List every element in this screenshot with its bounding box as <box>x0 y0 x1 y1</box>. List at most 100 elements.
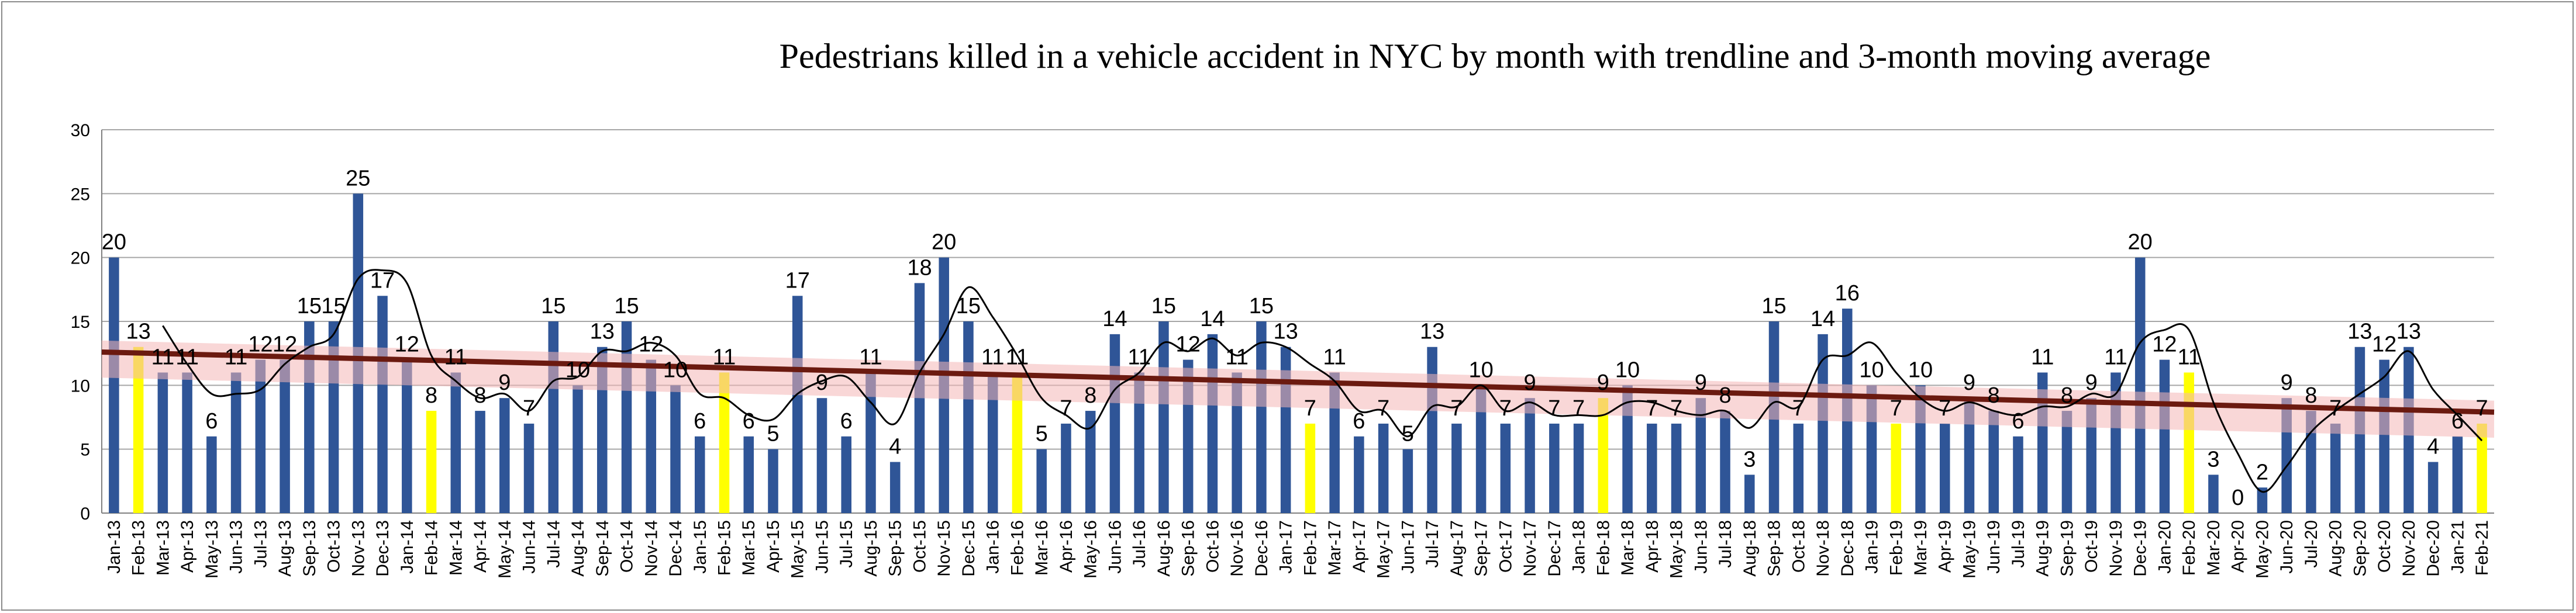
x-tick-label: Oct-18 <box>1789 520 1808 573</box>
x-tick-label: Sep-19 <box>2057 520 2077 577</box>
bar <box>157 372 168 513</box>
bar <box>182 372 192 513</box>
bar <box>1988 411 1999 513</box>
data-label: 15 <box>614 294 639 318</box>
x-tick-label: Jul-18 <box>1716 520 1735 568</box>
data-label: 5 <box>767 422 779 446</box>
x-tick-label: Sep-17 <box>1472 520 1491 577</box>
x-tick-label: Feb-19 <box>1887 520 1906 576</box>
x-tick-label: Aug-16 <box>1154 520 1174 577</box>
data-label: 11 <box>981 345 1004 369</box>
bar <box>792 296 803 513</box>
x-tick-label: Nov-15 <box>934 520 954 577</box>
bar <box>865 372 876 513</box>
x-tick-label: Nov-18 <box>1813 520 1833 577</box>
bar <box>694 436 705 513</box>
bar <box>719 372 730 513</box>
x-tick-label: May-19 <box>1960 520 1979 579</box>
x-tick-label: Oct-13 <box>325 520 344 573</box>
x-tick-label: Nov-19 <box>2106 520 2126 577</box>
bar <box>2013 436 2023 513</box>
data-label: 7 <box>1670 396 1682 421</box>
bar <box>1818 334 1828 513</box>
bar <box>2061 411 2072 513</box>
x-tick-label: Dec-20 <box>2424 520 2443 577</box>
data-label: 8 <box>474 383 486 408</box>
data-label: 14 <box>1200 307 1225 331</box>
bar <box>1671 423 1682 513</box>
bar <box>230 372 242 513</box>
bar <box>1134 372 1144 513</box>
x-tick-label: Aug-17 <box>1447 520 1467 577</box>
bar <box>1085 411 1096 513</box>
x-tick-label: Sep-14 <box>593 520 612 577</box>
bar <box>768 449 778 513</box>
data-label: 11 <box>1323 345 1346 369</box>
x-tick-label: Apr-14 <box>471 520 490 573</box>
data-label: 9 <box>2281 370 2293 395</box>
data-label: 11 <box>1006 345 1029 369</box>
y-tick-label: 0 <box>80 504 90 524</box>
x-tick-label: Jun-18 <box>1691 520 1711 574</box>
data-label: 25 <box>346 166 370 191</box>
x-tick-label: Mar-17 <box>1325 520 1344 576</box>
data-label: 4 <box>2427 435 2439 459</box>
x-tick-label: May-15 <box>788 520 808 579</box>
x-tick-label: Apr-19 <box>1936 520 1955 573</box>
data-label: 11 <box>1225 345 1248 369</box>
x-tick-label: May-13 <box>202 520 222 579</box>
x-tick-label: Nov-13 <box>349 520 368 577</box>
data-label: 10 <box>663 358 688 382</box>
data-label: 12 <box>273 333 297 357</box>
bar <box>206 436 217 513</box>
data-label: 5 <box>1402 422 1414 446</box>
x-tick-label: Apr-16 <box>1057 520 1076 573</box>
x-tick-label: Oct-16 <box>1203 520 1222 573</box>
data-label: 7 <box>2476 396 2488 421</box>
data-label: 7 <box>1792 396 1805 421</box>
x-tick-label: Jan-14 <box>398 520 417 574</box>
x-tick-label: Dec-15 <box>959 520 978 577</box>
x-tick-label: Aug-20 <box>2326 520 2346 577</box>
bar <box>523 423 534 513</box>
bar <box>1598 398 1609 513</box>
bar <box>1378 423 1389 513</box>
x-tick-label: Mar-20 <box>2204 520 2223 576</box>
y-tick-label: 30 <box>71 121 90 140</box>
data-label: 16 <box>1835 281 1860 306</box>
data-label: 9 <box>1695 370 1707 395</box>
data-label: 9 <box>498 370 511 395</box>
x-tick-label: Apr-20 <box>2229 520 2248 573</box>
x-tick-label: Feb-15 <box>715 520 734 576</box>
x-tick-label: Dec-18 <box>1838 520 1857 577</box>
x-tick-label: Jun-16 <box>1105 520 1125 574</box>
bar <box>377 296 388 513</box>
data-label: 12 <box>248 333 273 357</box>
x-tick-label: Dec-14 <box>666 520 685 577</box>
x-tick-label: Feb-17 <box>1301 520 1320 576</box>
data-label: 6 <box>840 409 853 434</box>
y-tick-label: 15 <box>71 313 90 332</box>
bar <box>1939 423 1950 513</box>
data-label: 5 <box>1036 422 1048 446</box>
x-tick-label: Mar-15 <box>739 520 758 576</box>
data-label: 11 <box>225 345 247 369</box>
data-label: 13 <box>2347 320 2372 344</box>
x-tick-label: Jun-20 <box>2277 520 2296 574</box>
data-label: 9 <box>1597 370 1609 395</box>
bar <box>1720 411 1730 513</box>
bar <box>1622 385 1633 513</box>
x-tick-label: May-14 <box>495 520 515 579</box>
data-label: 3 <box>2207 447 2219 472</box>
x-tick-label: Oct-20 <box>2375 520 2394 573</box>
bar <box>2477 423 2487 513</box>
x-tick-label: May-16 <box>1081 520 1101 579</box>
data-label: 8 <box>2305 383 2317 408</box>
x-tick-label: Feb-13 <box>129 520 149 576</box>
data-label: 6 <box>205 409 218 434</box>
data-label: 7 <box>523 396 535 421</box>
bar <box>1647 423 1657 513</box>
data-label: 15 <box>321 294 346 318</box>
x-tick-label: Nov-16 <box>1227 520 1247 577</box>
